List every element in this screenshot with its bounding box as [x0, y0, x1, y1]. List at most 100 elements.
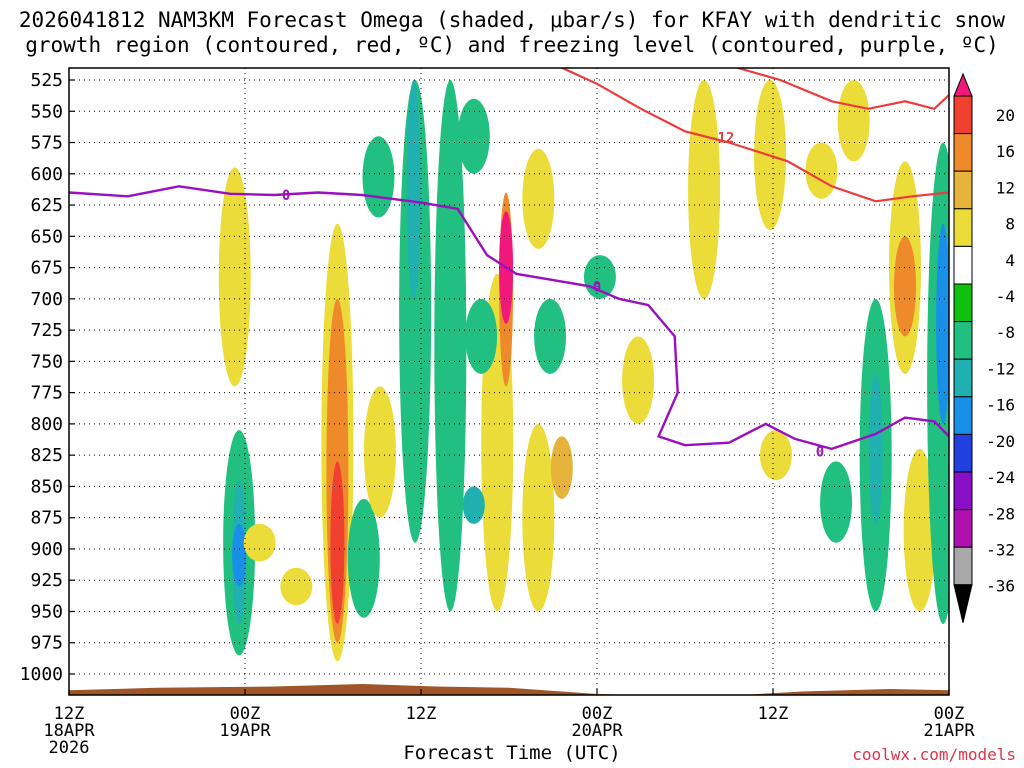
colorbar-label-8: -16 [986, 396, 1015, 415]
colorbar-swatch-13 [953, 546, 973, 586]
y-tick-label-925: 925 [30, 570, 63, 591]
colorbar-swatch-1 [953, 95, 973, 135]
chart-title-line1: 2026041812 NAM3KM Forecast Omega (shaded… [18, 8, 1006, 32]
credit-link[interactable]: coolwx.com/models [852, 745, 1016, 764]
y-tick-label-625: 625 [30, 195, 63, 216]
colorbar-swatch-10 [953, 433, 973, 473]
colorbar-label-6: -8 [996, 323, 1015, 342]
omega-region-30 [837, 80, 870, 162]
y-tick-label-700: 700 [30, 289, 63, 310]
x-tick-label-24-0: 12Z [406, 704, 437, 724]
omega-region-37 [903, 448, 936, 612]
colorbar-label-4: 4 [1005, 251, 1015, 270]
colorbar-swatch-12 [953, 509, 973, 548]
x-tick-label-0-2: 2026 [49, 738, 90, 758]
axes-layer: 525 550 575 600 625 650 675 700 725 750 775 800 825 8… [20, 67, 975, 758]
x-tick-label-36-1: 20APR [571, 721, 623, 741]
colorbar-label-11: -28 [986, 504, 1015, 523]
colorbar-label-12: -32 [986, 540, 1015, 559]
colorbar-swatch-3 [953, 170, 973, 210]
y-tick-label-875: 875 [30, 508, 63, 529]
dendritic-label: -12 [709, 131, 734, 147]
omega-region-32 [820, 461, 853, 543]
colorbar-label-2: 12 [996, 178, 1015, 197]
x-tick-label-36-0: 00Z [582, 704, 613, 724]
omega-region-18 [457, 98, 490, 174]
colorbar-swatch-6 [953, 283, 973, 323]
colorbar-top-arrow [953, 72, 973, 97]
y-tick-label-975: 975 [30, 633, 63, 654]
colorbar-swatch-5 [953, 245, 973, 285]
x-tick-label-48-0: 12Z [758, 704, 789, 724]
y-tick-label-725: 725 [30, 320, 63, 341]
y-tick-label-750: 750 [30, 351, 63, 372]
chart-title-line2: growth region (contoured, red, ºC) and f… [25, 33, 999, 57]
y-tick-label-800: 800 [30, 414, 63, 435]
omega-region-3 [232, 523, 247, 587]
contour-layer: 0 0 0 -12 [69, 68, 949, 460]
x-axis-label: Forecast Time (UTC) [403, 742, 621, 764]
y-tick-label-850: 850 [30, 476, 63, 497]
colorbar-bottom-arrow [953, 584, 973, 623]
omega-region-20 [465, 298, 498, 374]
omega-region-23 [550, 436, 573, 499]
omega-region-10 [363, 386, 396, 518]
omega-region-24 [534, 298, 567, 374]
colorbar-swatch-2 [953, 133, 973, 172]
omega-region-29 [805, 142, 838, 199]
colorbar-swatch-11 [953, 471, 973, 511]
omega-region-21 [462, 486, 485, 524]
colorbar-label-3: 8 [1005, 215, 1015, 234]
colorbar-swatch-8 [953, 358, 973, 398]
terrain-layer [69, 684, 949, 695]
omega-region-39 [936, 223, 949, 424]
x-tick-label-60-1: 21APR [923, 721, 975, 741]
y-tick-label-675: 675 [30, 258, 63, 279]
freezing-level-line [69, 185, 949, 451]
omega-region-34 [868, 373, 883, 524]
omega-region-13 [406, 80, 421, 299]
colorbar: 20 16 12 8 4 -4 -8 -12 -16 -20 -24 -28 -32 -36 [953, 72, 1015, 623]
omega-region-0 [218, 167, 251, 387]
y-tick-label-600: 600 [30, 164, 63, 185]
omega-region-8 [330, 461, 345, 624]
colorbar-label-7: -12 [986, 359, 1015, 378]
omega-region-9 [347, 498, 380, 618]
colorbar-label-9: -20 [986, 432, 1015, 451]
omega-region-19 [522, 148, 555, 249]
terrain-fill [69, 684, 949, 695]
colorbar-swatch-7 [953, 321, 973, 360]
y-tick-label-550: 550 [30, 101, 63, 122]
y-tick-label-525: 525 [30, 70, 63, 91]
y-tick-label-900: 900 [30, 539, 63, 560]
y-tick-label-825: 825 [30, 445, 63, 466]
colorbar-swatch-9 [953, 396, 973, 435]
colorbar-label-0: 20 [996, 106, 1015, 125]
x-tick-label-0-0: 12Z [54, 704, 85, 724]
grid-layer [68, 68, 950, 695]
colorbar-label-1: 16 [996, 142, 1015, 161]
x-tick-label-12-0: 00Z [230, 704, 261, 724]
y-tick-label-950: 950 [30, 601, 63, 622]
freezing-label-2: 0 [593, 279, 601, 295]
y-tick-label-650: 650 [30, 226, 63, 247]
y-tick-label-1000: 1000 [20, 664, 63, 685]
colorbar-label-10: -24 [986, 468, 1015, 487]
omega-region-27 [688, 80, 721, 299]
colorbar-swatch-4 [953, 208, 973, 247]
colorbar-label-13: -36 [986, 577, 1015, 596]
freezing-label-3: 0 [816, 444, 824, 460]
omega-region-26 [622, 336, 655, 424]
dendritic-upper-line [559, 68, 949, 203]
omega-region-5 [280, 567, 313, 606]
y-tick-label-775: 775 [30, 383, 63, 404]
x-tick-label-0-1: 18APR [43, 721, 95, 741]
omega-region-14 [434, 80, 467, 612]
y-tick-label-575: 575 [30, 133, 63, 154]
dendritic-lower-line [735, 68, 949, 111]
plot-frame [68, 67, 950, 696]
x-tick-label-60-0: 00Z [934, 704, 965, 724]
omega-region-4 [243, 523, 276, 562]
omega-region-36 [894, 236, 916, 337]
